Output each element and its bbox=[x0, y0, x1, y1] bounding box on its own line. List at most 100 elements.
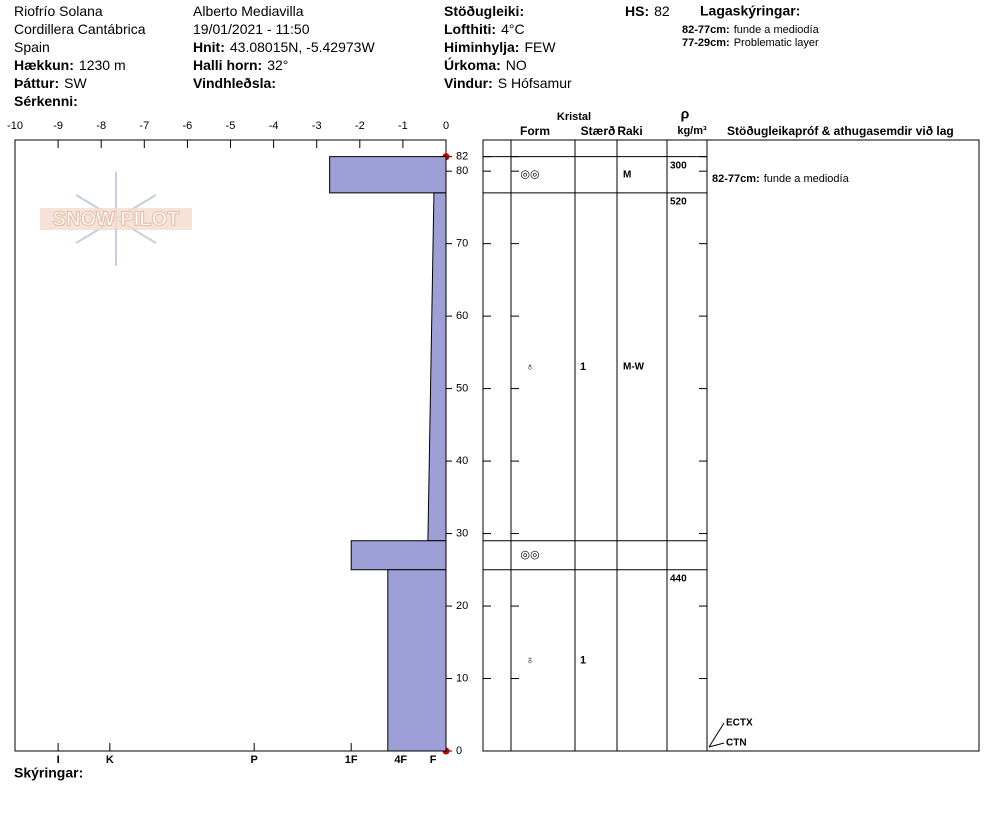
y-tick-label: 20 bbox=[456, 600, 468, 612]
column-header: Form bbox=[520, 124, 550, 138]
field-value: Alberto Mediavilla bbox=[193, 3, 304, 19]
header-field: Stöðugleiki: bbox=[444, 3, 524, 19]
density: 300 bbox=[670, 160, 687, 171]
x-tick-label: -10 bbox=[7, 120, 23, 132]
logo bbox=[40, 172, 192, 266]
header-field: Sérkenni: bbox=[14, 93, 78, 109]
column-header: Stærð bbox=[581, 124, 616, 138]
field-label: Stöðugleiki: bbox=[444, 3, 524, 19]
moisture: M bbox=[623, 169, 631, 180]
density: 520 bbox=[670, 197, 687, 208]
density-symbol: ρ bbox=[681, 106, 690, 122]
legend-title: Lagaskýringar: bbox=[700, 3, 800, 19]
field-label: Vindhleðsla: bbox=[193, 75, 276, 91]
grain-size: 1 bbox=[580, 361, 586, 373]
field-label: Lofthiti: bbox=[444, 21, 496, 37]
y-tick-label: 80 bbox=[456, 165, 468, 177]
header-field: Alberto Mediavilla bbox=[193, 3, 304, 19]
field-value: 82 bbox=[654, 3, 670, 19]
x-tick-label: -3 bbox=[312, 120, 322, 132]
y-tick-label: 70 bbox=[456, 238, 468, 250]
header-field: Himinhylja: FEW bbox=[444, 39, 556, 55]
y-tick-label: 0 bbox=[456, 745, 462, 757]
field-label: Hnit: bbox=[193, 39, 225, 55]
test-arrow bbox=[708, 742, 725, 748]
x-tick-label: -9 bbox=[53, 120, 63, 132]
column-header: Raki bbox=[617, 124, 642, 138]
field-value: 1230 m bbox=[79, 57, 126, 73]
field-value: 4°C bbox=[501, 21, 525, 37]
grain-form: ♁ bbox=[526, 654, 534, 666]
hardness-tick-label: I bbox=[57, 754, 60, 766]
hardness-tick-label: P bbox=[251, 754, 258, 766]
y-tick-label: 10 bbox=[456, 672, 468, 684]
layer-table bbox=[482, 139, 980, 752]
header-field: Úrkoma: NO bbox=[444, 56, 527, 73]
field-label: Sérkenni: bbox=[14, 93, 78, 109]
y-tick-label: 60 bbox=[456, 310, 468, 322]
logo-text: SNOW PILOT bbox=[53, 208, 180, 230]
header-field: Spain bbox=[14, 39, 50, 55]
field-value: FEW bbox=[524, 39, 556, 55]
header-field: Hnit: 43.08015N, -5.42973W bbox=[193, 39, 375, 55]
stability-test: ECTX bbox=[726, 718, 753, 729]
field-value: S Hófsamur bbox=[498, 75, 572, 91]
hardness-tick-label: 4F bbox=[394, 754, 407, 766]
hardness-bar bbox=[387, 569, 447, 752]
x-tick-label: -2 bbox=[355, 120, 365, 132]
hardness-bar bbox=[329, 156, 447, 194]
header-field: Vindhleðsla: bbox=[193, 75, 276, 91]
field-label: Hækkun: bbox=[14, 57, 74, 73]
density: 440 bbox=[670, 573, 687, 584]
header-field: Lofthiti: 4°C bbox=[444, 21, 525, 37]
stability-test: CTN bbox=[726, 738, 747, 749]
x-tick-label: 0 bbox=[443, 120, 449, 132]
field-value: Riofrío Solana bbox=[14, 3, 103, 19]
field-label: Vindur: bbox=[444, 75, 493, 91]
density-unit: kg/m³ bbox=[677, 125, 707, 137]
x-tick-label: -5 bbox=[226, 120, 236, 132]
x-tick-label: -6 bbox=[183, 120, 193, 132]
comment-label: 82-77cm: bbox=[712, 173, 760, 185]
x-tick-label: -4 bbox=[269, 120, 279, 132]
footer-label: Skýringar: bbox=[14, 765, 83, 781]
header-field: Vindur: S Hófsamur bbox=[444, 75, 572, 91]
field-value: NO bbox=[506, 57, 527, 73]
comments-title: Stöðugleikapróf & athugasemdir við lag bbox=[727, 124, 954, 138]
legend-item: 77-29cm: Problematic layer bbox=[682, 37, 819, 49]
field-value: Cordillera Cantábrica bbox=[14, 21, 146, 37]
grain-form: ♁ bbox=[526, 361, 534, 373]
legend-item: 82-77cm: funde a mediodía bbox=[682, 24, 820, 36]
grain-form: ◎◎ bbox=[520, 169, 539, 181]
hardness-tick-label: K bbox=[106, 754, 114, 766]
hardness-tick-label: 1F bbox=[345, 754, 358, 766]
header-field: Þáttur: SW bbox=[14, 75, 87, 91]
grain-size: 1 bbox=[580, 654, 586, 666]
grain-form: ◎◎ bbox=[520, 549, 539, 561]
layer-comment: 82-77cm: funde a mediodía bbox=[712, 173, 850, 185]
header-field: Halli horn: 32° bbox=[193, 57, 288, 73]
field-label: Himinhylja: bbox=[444, 39, 519, 55]
x-tick-label: -8 bbox=[96, 120, 106, 132]
y-tick-label: 50 bbox=[456, 383, 468, 395]
x-tick-label: -1 bbox=[398, 120, 408, 132]
field-value: 19/01/2021 - 11:50 bbox=[193, 21, 310, 37]
header-field: HS: 82 bbox=[625, 3, 670, 19]
legend-label: 82-77cm: bbox=[682, 24, 730, 36]
field-label: Þáttur: bbox=[14, 75, 59, 91]
test-arrow bbox=[708, 722, 725, 748]
field-label: Úrkoma: bbox=[444, 56, 501, 73]
header-field: Riofrío Solana bbox=[14, 3, 103, 19]
hardness-bar bbox=[427, 192, 447, 542]
legend-text: Problematic layer bbox=[734, 37, 819, 49]
field-value: 32° bbox=[267, 57, 288, 73]
field-value: 43.08015N, -5.42973W bbox=[230, 39, 376, 55]
y-tick-label: 82 bbox=[456, 151, 468, 163]
field-value: Spain bbox=[14, 39, 50, 55]
field-label: HS: bbox=[625, 3, 649, 19]
moisture: M-W bbox=[623, 362, 645, 373]
hardness-frame bbox=[14, 139, 447, 752]
header-field: Cordillera Cantábrica bbox=[14, 21, 146, 37]
hardness-bar bbox=[350, 540, 447, 571]
